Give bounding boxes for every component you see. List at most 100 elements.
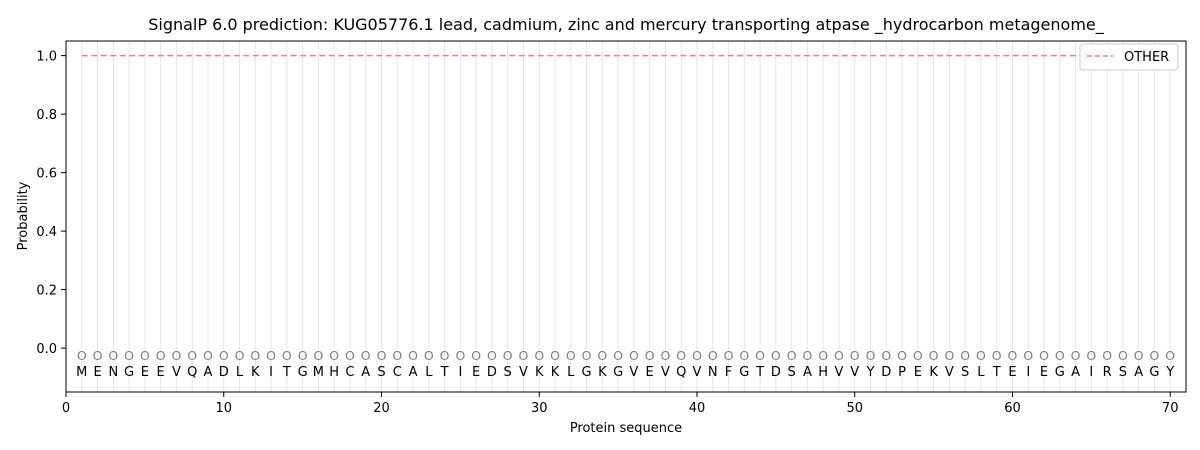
region-label: O bbox=[503, 348, 513, 363]
region-label: O bbox=[1071, 348, 1081, 363]
y-tick-label: 0.2 bbox=[36, 284, 57, 299]
region-label: O bbox=[802, 348, 812, 363]
region-label: O bbox=[140, 348, 150, 363]
legend: OTHER bbox=[1079, 43, 1179, 71]
residue-label: H bbox=[818, 365, 828, 380]
residue-label: Y bbox=[1165, 365, 1174, 380]
y-tick-label: 0.8 bbox=[36, 108, 57, 123]
residue-label: V bbox=[172, 365, 181, 380]
residue-label: M bbox=[76, 365, 87, 380]
x-tick-label: 60 bbox=[1004, 401, 1021, 416]
region-label: O bbox=[408, 348, 418, 363]
region-label: O bbox=[187, 348, 197, 363]
residue-label: I bbox=[1026, 365, 1030, 380]
residue-label: D bbox=[881, 365, 891, 380]
residue-label: A bbox=[204, 365, 213, 380]
region-label: O bbox=[124, 348, 134, 363]
residue-label: K bbox=[251, 365, 260, 380]
residue-label: D bbox=[487, 365, 497, 380]
region-label: O bbox=[172, 348, 182, 363]
residue-label: Q bbox=[187, 365, 197, 380]
residue-label: K bbox=[551, 365, 560, 380]
residue-label: K bbox=[535, 365, 544, 380]
residue-label: S bbox=[788, 365, 796, 380]
residue-label: K bbox=[598, 365, 607, 380]
residue-label: K bbox=[929, 365, 938, 380]
region-label: O bbox=[361, 348, 371, 363]
region-label: O bbox=[976, 348, 986, 363]
residue-label: A bbox=[1134, 365, 1143, 380]
region-label: O bbox=[1086, 348, 1096, 363]
region-label: O bbox=[1165, 348, 1175, 363]
region-label: O bbox=[266, 348, 276, 363]
residue-label: A bbox=[1071, 365, 1080, 380]
residue-label: T bbox=[755, 365, 764, 380]
region-label: O bbox=[455, 348, 465, 363]
residue-label: N bbox=[108, 365, 118, 380]
residue-label: V bbox=[945, 365, 954, 380]
residue-label: E bbox=[1040, 365, 1048, 380]
y-tick-label: 1.0 bbox=[36, 50, 57, 65]
x-axis-ticks: 0 10 20 30 40 50 60 70 bbox=[62, 392, 1179, 416]
region-label: O bbox=[818, 348, 828, 363]
residue-label: V bbox=[661, 365, 670, 380]
region-label: O bbox=[519, 348, 529, 363]
residue-label: R bbox=[1103, 365, 1112, 380]
region-label: O bbox=[1118, 348, 1128, 363]
residue-label: N bbox=[708, 365, 718, 380]
residue-label: G bbox=[298, 365, 308, 380]
region-label: O bbox=[850, 348, 860, 363]
residue-label: I bbox=[1089, 365, 1093, 380]
residue-label: S bbox=[1119, 365, 1127, 380]
residue-label: C bbox=[345, 365, 354, 380]
residue-label: C bbox=[393, 365, 402, 380]
legend-other-label: OTHER bbox=[1124, 50, 1169, 65]
region-label: O bbox=[1039, 348, 1049, 363]
region-label: O bbox=[771, 348, 781, 363]
region-label: O bbox=[235, 348, 245, 363]
residue-label: E bbox=[157, 365, 165, 380]
region-label: O bbox=[866, 348, 876, 363]
residue-label: S bbox=[377, 365, 385, 380]
x-tick-label: 50 bbox=[846, 401, 863, 416]
y-tick-label: 0.4 bbox=[36, 225, 57, 240]
region-label: O bbox=[424, 348, 434, 363]
region-label: O bbox=[661, 348, 671, 363]
region-label: O bbox=[597, 348, 607, 363]
region-label: O bbox=[1150, 348, 1160, 363]
residue-label: E bbox=[646, 365, 654, 380]
x-axis-label: Protein sequence bbox=[570, 421, 682, 436]
region-label: O bbox=[298, 348, 308, 363]
residue-label: S bbox=[504, 365, 512, 380]
residue-label: G bbox=[124, 365, 134, 380]
region-label: O bbox=[755, 348, 765, 363]
region-label: O bbox=[392, 348, 402, 363]
plot-frame bbox=[65, 40, 1187, 393]
x-tick-label: 70 bbox=[1162, 401, 1179, 416]
residue-label: D bbox=[771, 365, 781, 380]
y-axis-ticks: 0.0 0.2 0.4 0.6 0.8 1.0 bbox=[36, 50, 66, 357]
residue-label: E bbox=[141, 365, 149, 380]
residue-label: A bbox=[361, 365, 370, 380]
region-label: O bbox=[929, 348, 939, 363]
residue-label: T bbox=[992, 365, 1001, 380]
y-tick-label: 0.6 bbox=[36, 167, 57, 182]
residue-label: I bbox=[269, 365, 273, 380]
residue-label: P bbox=[898, 365, 906, 380]
region-label: O bbox=[108, 348, 118, 363]
region-label: O bbox=[960, 348, 970, 363]
region-label: O bbox=[944, 348, 954, 363]
residue-label: Q bbox=[676, 365, 686, 380]
region-label: O bbox=[219, 348, 229, 363]
region-label: O bbox=[250, 348, 260, 363]
residue-label: T bbox=[440, 365, 449, 380]
region-label: O bbox=[676, 348, 686, 363]
region-label: O bbox=[156, 348, 166, 363]
region-label: O bbox=[834, 348, 844, 363]
residue-label: G bbox=[1055, 365, 1065, 380]
region-label: O bbox=[313, 348, 323, 363]
region-label: O bbox=[897, 348, 907, 363]
region-label: O bbox=[566, 348, 576, 363]
region-label: O bbox=[645, 348, 655, 363]
legend-box bbox=[1079, 43, 1179, 71]
